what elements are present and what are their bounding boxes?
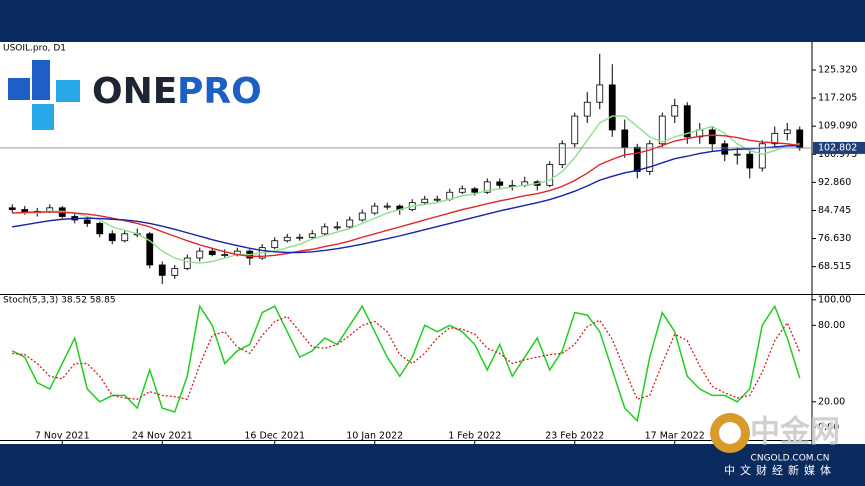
watermark-icon [719,422,741,444]
moving-average [12,134,800,258]
candle-body [721,143,729,155]
y-tick-label: 20.00 [818,396,845,407]
watermark-site: CNGOLD.COM.CN [751,454,830,464]
candle-body [658,115,666,145]
candle-body [8,207,16,210]
candle-body [771,132,779,145]
stochastic-line [11,304,801,423]
x-tick-label: 24 Nov 2021 [132,431,193,442]
logo-square [56,80,80,102]
candle-body [608,84,616,131]
current-price-box [813,141,865,154]
candle-body [371,205,379,214]
candle-body [271,240,279,249]
y-tick-label: 68.515 [818,261,851,272]
candle-body [546,164,554,186]
candle-body [583,101,591,117]
x-tick-label: 7 Nov 2021 [35,431,90,442]
candle-body [221,254,229,256]
top-band [0,0,865,42]
candle-body [196,250,204,259]
y-tick-label: 84.745 [818,205,851,216]
candle-body [296,236,304,239]
candle-body [671,105,679,117]
y-tick-label: 80.00 [818,320,845,331]
candle-body [158,264,166,276]
y-tick-label: 76.630 [818,233,851,244]
candle-body [121,233,129,242]
x-tick-label: 1 Feb 2022 [448,431,501,442]
candle-body [646,143,654,172]
chart-title: USOIL.pro, D1 [3,44,66,54]
candle-body [183,257,191,269]
stoch-title: Stoch(5,3,3) 38.52 58.85 [3,296,116,306]
watermark-name: 中金网 [750,415,840,450]
x-tick-label: 23 Feb 2022 [545,431,604,442]
moving-average [12,115,800,264]
candle-body [433,198,441,201]
candle-body [383,205,391,208]
candle-body [596,84,604,103]
candle-body [108,233,116,242]
logo-pro: PRO [177,71,262,112]
logo-square [32,104,54,130]
candle-body [496,181,504,186]
y-tick-label: 125.320 [818,64,857,75]
logo-one: ONE [92,71,177,112]
x-tick-label: 10 Jan 2022 [346,431,403,442]
candle-body [171,268,179,276]
candle-body [758,143,766,169]
y-tick-label: 100.975 [818,149,857,160]
candle-body [633,146,641,172]
candle-body [208,250,216,255]
candle-body [83,219,91,224]
marks: 68.515 76.630 84.745 92.860 100.975 109.090 11… [0,53,865,444]
candle-body [333,226,341,229]
y-tick-label: 0.00 [818,422,839,433]
candle-body [146,233,154,266]
candle-body [283,236,291,242]
candle-body [708,129,716,145]
candle-body [733,153,741,156]
candle-body [96,223,104,235]
candle-body [421,198,429,204]
y-tick-label: 100.00 [818,294,851,305]
candle-body [471,188,479,193]
candle-body [621,129,629,148]
y-tick-label: 109.090 [818,121,857,132]
candle-body [783,129,791,134]
stochastic-line [12,315,801,401]
current-price-label: 102.802 [818,142,857,153]
candle-body [346,219,354,228]
candle-body [321,226,329,235]
candle-body [746,153,754,169]
logo-square [32,60,50,100]
x-tick-label: 17 Mar 2022 [645,431,705,442]
candle-body [571,115,579,145]
y-tick-label: 117.205 [818,93,857,104]
moving-average [12,145,800,254]
x-tick-label: 16 Dec 2021 [244,431,305,442]
candle-body [683,105,691,138]
candle-body [558,143,566,165]
y-tick-label: 92.860 [818,177,851,188]
candle-body [483,181,491,193]
watermark: 中金网 CNGOLD.COM.CN 中文财经新媒体 [710,413,840,477]
candle-body [458,188,466,193]
logo: ONE PRO [8,60,262,130]
candle-body [308,233,316,238]
logo-square [8,78,30,100]
candle-body [508,184,516,187]
candle-body [358,212,366,221]
bottom-band [0,444,865,486]
watermark-slogan: 中文财经新媒体 [724,463,836,477]
